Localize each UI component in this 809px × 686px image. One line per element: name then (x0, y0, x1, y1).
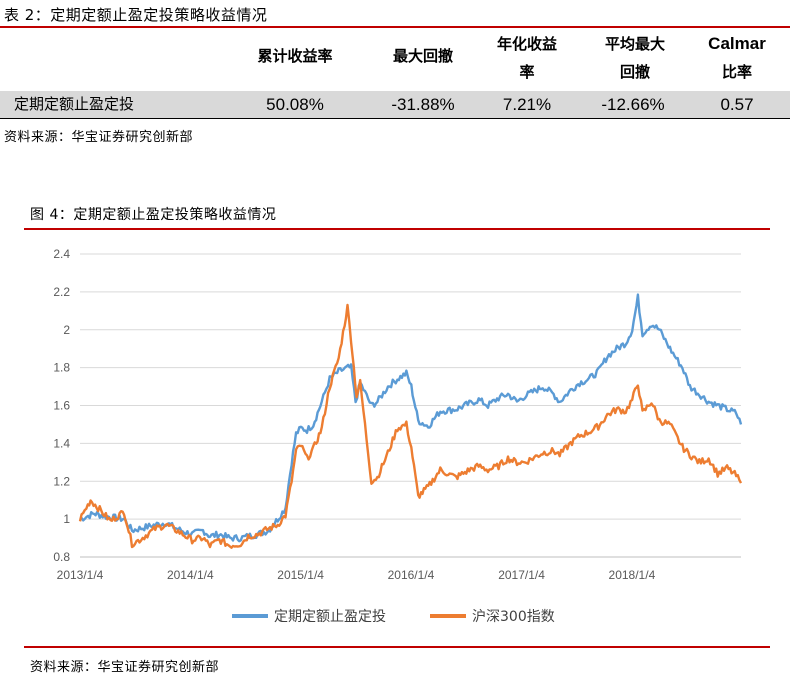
y-tick-label: 1.2 (53, 474, 70, 488)
header-annualized-return-line1: 年化收益 (496, 35, 557, 53)
header-max-drawdown: 最大回撤 (392, 47, 453, 65)
figure-top-rule (24, 228, 770, 230)
header-avg-max-drawdown-line1: 平均最大 (604, 35, 665, 53)
row-name: 定期定额止盈定投 (14, 95, 135, 113)
series-lines (78, 293, 743, 549)
y-tick-label: 0.8 (53, 550, 70, 564)
cell-cumulative-return: 50.08% (266, 95, 324, 114)
figure-bottom-rule (24, 646, 770, 648)
table-top-rule (0, 26, 790, 28)
series-line-strategy (79, 293, 743, 543)
x-tick-label: 2017/1/4 (498, 568, 545, 582)
y-tick-label: 1.6 (53, 399, 70, 413)
legend: 定期定额止盈定投 沪深300指数 (232, 609, 555, 625)
x-tick-label: 2018/1/4 (609, 568, 656, 582)
table-caption: 表 2：定期定额止盈定投策略收益情况 (4, 6, 268, 24)
cell-calmar-ratio: 0.57 (720, 95, 754, 114)
y-tick-label: 2 (63, 323, 70, 337)
x-tick-label: 2016/1/4 (388, 568, 435, 582)
line-chart: 0.8 1 1.2 1.4 1.6 1.8 2 2.2 2.4 2013/1/4 2014/1/4 2… (53, 247, 743, 625)
cell-max-drawdown: -31.88% (391, 95, 455, 114)
y-tick-label: 1 (63, 512, 70, 526)
y-tick-label: 2.2 (53, 285, 70, 299)
header-calmar-line2: 比率 (721, 63, 752, 81)
header-avg-max-drawdown: 平均最大 回撤 (580, 30, 690, 86)
figure-caption: 图 4：定期定额止盈定投策略收益情况 (30, 207, 277, 223)
header-calmar-ratio: Calmar 比率 (682, 30, 792, 86)
axes: 0.8 1 1.2 1.4 1.6 1.8 2 2.2 2.4 2013/1/4 2014/1/4 2… (53, 247, 741, 582)
header-avg-max-drawdown-line2: 回撤 (619, 63, 650, 81)
x-tick-label: 2015/1/4 (277, 568, 324, 582)
header-calmar-line1: Calmar (708, 34, 766, 53)
y-tick-label: 1.8 (53, 361, 70, 375)
x-tick-label: 2014/1/4 (167, 568, 214, 582)
cell-avg-max-drawdown: -12.66% (601, 95, 665, 114)
table-source: 资料来源：华宝证券研究创新部 (4, 130, 194, 145)
y-tick-label: 1.4 (53, 436, 70, 450)
figure-source: 资料来源：华宝证券研究创新部 (30, 660, 220, 675)
x-tick-label: 2013/1/4 (57, 568, 104, 582)
y-tick-label: 2.4 (53, 247, 70, 261)
series-line-index (78, 303, 743, 549)
legend-label-strategy: 定期定额止盈定投 (274, 609, 386, 625)
header-annualized-return: 年化收益 率 (472, 30, 582, 86)
header-cumulative-return: 累计收益率 (257, 47, 333, 65)
header-annualized-return-line2: 率 (519, 63, 535, 81)
table-row (0, 91, 790, 119)
cell-annualized-return: 7.21% (502, 95, 552, 114)
legend-label-index: 沪深300指数 (472, 609, 555, 625)
